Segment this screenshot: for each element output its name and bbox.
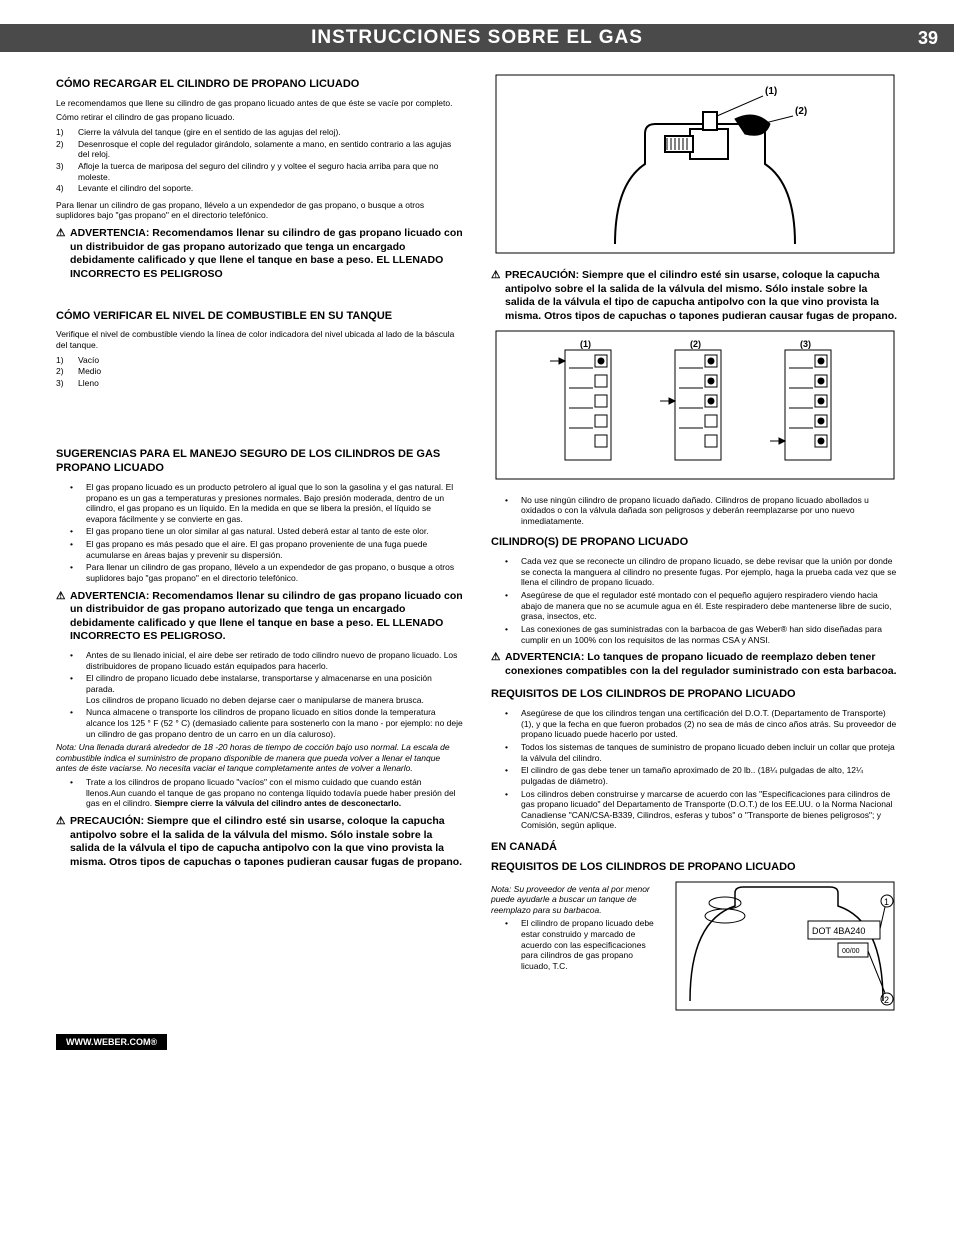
tip: El gas propano es más pesado que el aire… bbox=[56, 539, 463, 560]
verify-text: Verifique el nivel de combustible viendo… bbox=[56, 329, 463, 350]
date-label: 00/00 bbox=[842, 948, 860, 955]
right-column: (1) (2) ⚠ PRECAUCIÓN: Siempre que el cil… bbox=[491, 68, 898, 1016]
tip: Las conexiones de gas suministradas con … bbox=[491, 624, 898, 645]
fig1-label2: (2) bbox=[795, 106, 807, 117]
caution-1: ⚠ PRECAUCIÓN: Siempre que el cilindro es… bbox=[56, 815, 463, 870]
heading-canada-req: REQUISITOS DE LOS CILINDROS DE PROPANO L… bbox=[491, 861, 898, 875]
level-list: 1)Vacío 2)Medio 3)Lleno bbox=[56, 355, 463, 389]
step2: Desenrosque el cople del regulador girán… bbox=[78, 139, 451, 160]
tip: Para llenar un cilindro de gas propano, … bbox=[56, 562, 463, 583]
tips-damaged: No use ningún cilindro de propano licuad… bbox=[491, 495, 898, 527]
tip: El gas propano licuado es un producto pe… bbox=[56, 482, 463, 525]
tip: El cilindro de propano licuado debe esta… bbox=[491, 918, 661, 971]
svg-text:1: 1 bbox=[884, 897, 889, 907]
requirement-tips: Asegúrese de que los cilindros tengan un… bbox=[491, 708, 898, 831]
heading-canada: EN CANADÁ bbox=[491, 841, 898, 855]
intro-text: Le recomendamos que llene su cilindro de… bbox=[56, 98, 463, 109]
fig1-label1: (1) bbox=[765, 86, 777, 97]
tip: Cada vez que se reconecte un cilindro de… bbox=[491, 556, 898, 588]
footer-url: WWW.WEBER.COM® bbox=[56, 1034, 167, 1050]
svg-text:(1): (1) bbox=[580, 339, 591, 349]
tips-list-2: Antes de su llenado inicial, el aire deb… bbox=[56, 650, 463, 739]
remove-intro: Cómo retirar el cilindro de gas propano … bbox=[56, 112, 463, 123]
header-title: INSTRUCCIONES SOBRE EL GAS bbox=[311, 27, 643, 49]
header-bar: INSTRUCCIONES SOBRE EL GAS 39 bbox=[0, 24, 954, 52]
tips-list-1: El gas propano licuado es un producto pe… bbox=[56, 482, 463, 584]
heading-requirements: REQUISITOS DE LOS CILINDROS DE PROPANO L… bbox=[491, 688, 898, 702]
warning-icon: ⚠ bbox=[56, 590, 65, 604]
page-number: 39 bbox=[918, 28, 938, 49]
svg-text:(2): (2) bbox=[690, 339, 701, 349]
warning-2: ⚠ ADVERTENCIA: Recomendamos llenar su ci… bbox=[56, 590, 463, 645]
tip: Asegúrese de que el regulador esté monta… bbox=[491, 590, 898, 622]
left-column: CÓMO RECARGAR EL CILINDRO DE PROPANO LIC… bbox=[56, 68, 463, 1016]
heading-cylinders: CILINDRO(S) DE PROPANO LICUADO bbox=[491, 536, 898, 550]
step3: Afloje la tuerca de mariposa del seguro … bbox=[78, 161, 439, 182]
step1: Cierre la válvula del tanque (gire en el… bbox=[78, 127, 341, 137]
warning-icon: ⚠ bbox=[491, 269, 500, 283]
tip: Trate a los cilindros de propano licuado… bbox=[56, 777, 463, 809]
warning-1: ⚠ ADVERTENCIA: Recomendamos llenar su ci… bbox=[56, 227, 463, 282]
caution-2: ⚠ PRECAUCIÓN: Siempre que el cilindro es… bbox=[491, 269, 898, 324]
cylinder-tips: Cada vez que se reconecte un cilindro de… bbox=[491, 556, 898, 645]
tip: No use ningún cilindro de propano licuad… bbox=[491, 495, 898, 527]
heading-verify: CÓMO VERIFICAR EL NIVEL DE COMBUSTIBLE E… bbox=[56, 310, 463, 324]
figure-valve: (1) (2) bbox=[491, 74, 898, 259]
heading-recharge: CÓMO RECARGAR EL CILINDRO DE PROPANO LIC… bbox=[56, 78, 463, 92]
tip: Nunca almacene o transporte los cilindro… bbox=[56, 707, 463, 739]
step4: Levante el cilindro del soporte. bbox=[78, 183, 193, 193]
warning-icon: ⚠ bbox=[56, 227, 65, 241]
canada-tips: El cilindro de propano licuado debe esta… bbox=[491, 918, 661, 971]
figure-dot-tank: DOT 4BA240 00/00 1 2 bbox=[671, 881, 898, 1016]
fill-text: Para llenar un cilindro de gas propano, … bbox=[56, 200, 463, 221]
tip: El cilindro de gas debe tener un tamaño … bbox=[491, 765, 898, 786]
warning-icon: ⚠ bbox=[56, 815, 65, 829]
svg-text:(3): (3) bbox=[800, 339, 811, 349]
dot-label: DOT 4BA240 bbox=[812, 926, 865, 936]
tip: Los cilindros deben construirse y marcar… bbox=[491, 789, 898, 832]
level3: Lleno bbox=[78, 378, 99, 388]
heading-tips: SUGERENCIAS PARA EL MANEJO SEGURO DE LOS… bbox=[56, 448, 463, 476]
content-columns: CÓMO RECARGAR EL CILINDRO DE PROPANO LIC… bbox=[0, 52, 954, 1028]
tip: Asegúrese de que los cilindros tengan un… bbox=[491, 708, 898, 740]
note-canada: Nota: Su proveedor de venta al por menor… bbox=[491, 884, 661, 916]
figure-levels: (1) (2) bbox=[491, 330, 898, 485]
remove-steps: 1)Cierre la válvula del tanque (gire en … bbox=[56, 127, 463, 194]
svg-text:2: 2 bbox=[884, 995, 889, 1005]
tip: El cilindro de propano licuado debe inst… bbox=[56, 673, 463, 705]
tip: El gas propano tiene un olor similar al … bbox=[56, 526, 463, 537]
warning-3: ⚠ ADVERTENCIA: Lo tanques de propano lic… bbox=[491, 651, 898, 678]
warning-icon: ⚠ bbox=[491, 651, 500, 665]
level1: Vacío bbox=[78, 355, 99, 365]
tip: Antes de su llenado inicial, el aire deb… bbox=[56, 650, 463, 671]
level2: Medio bbox=[78, 366, 101, 376]
tips-list-3: Trate a los cilindros de propano licuado… bbox=[56, 777, 463, 809]
tip: Todos los sistemas de tanques de suminis… bbox=[491, 742, 898, 763]
note-usage: Nota: Una llenada durará alrededor de 18… bbox=[56, 742, 463, 774]
